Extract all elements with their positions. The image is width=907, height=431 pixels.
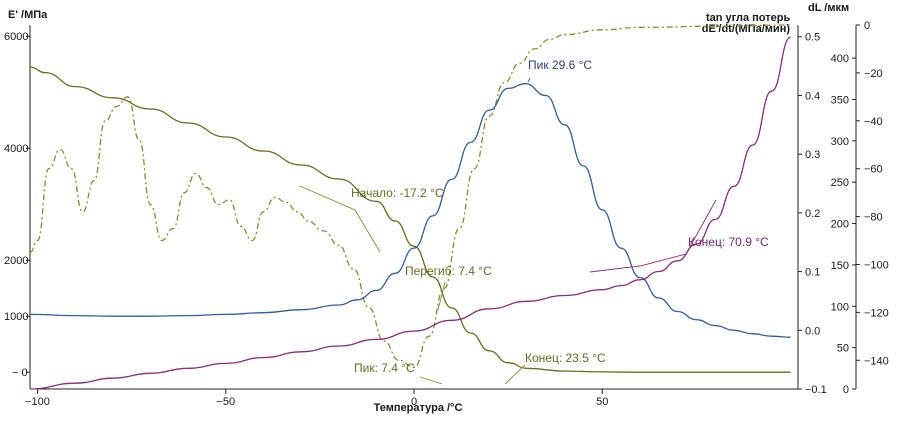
annotation-end-e: Конец: 23.5 °C (525, 351, 606, 365)
dl-tick-label: 0.2 (805, 208, 820, 220)
de-tick-label: −140 (864, 355, 889, 367)
dl-tick-label: 0.1 (805, 267, 820, 279)
annotation-inflection: Перегиб: 7.4 °C (405, 264, 492, 278)
de-tick-label: −20 (864, 68, 883, 80)
annotation-peak-de: Пик: 7.4 °C (354, 361, 415, 375)
x-tick-label: 0 (411, 396, 417, 408)
dl-tick-label: −0.1 (805, 384, 827, 396)
annotation-end-tan: Конец: 70.9 °C (688, 235, 769, 249)
x-tick-label: −100 (25, 396, 50, 408)
tan-axis-title: tan угла потерь (706, 12, 790, 24)
series-E-modulus (29, 66, 791, 373)
tan-tick-label: 300 (831, 136, 849, 148)
tan-tick-label: 200 (831, 219, 849, 231)
de-tick-label: −100 (864, 259, 889, 271)
de-tick-label: −80 (864, 212, 883, 224)
de-tick-label: −120 (864, 307, 889, 319)
x-axis-title: Температура /°C (374, 402, 463, 414)
dl-tick-label: 0.0 (805, 325, 820, 337)
x-tick-label: 50 (596, 396, 608, 408)
series-dL (29, 83, 791, 338)
dl-axis-title: dL /мкм (808, 2, 849, 14)
e-axis-title: E' /МПа (8, 9, 48, 21)
tan-tick-label: 50 (837, 343, 849, 355)
x-tick-label: −50 (216, 396, 235, 408)
annotation-peak-dl: Пик 29.6 °C (528, 58, 593, 72)
de-tick-label: 0 (864, 20, 870, 32)
tan-tick-label: 150 (831, 260, 849, 272)
e-tick-label: 2000 (4, 255, 28, 267)
series-tan-loss (29, 36, 791, 390)
de-tick-label: −40 (864, 116, 883, 128)
tan-tick-label: 350 (831, 94, 849, 106)
tan-tick-label: 400 (831, 53, 849, 65)
de-tick-label: −60 (864, 164, 883, 176)
de-axis-title: dE'/dt/(МПа/мин) (702, 23, 791, 35)
annotation-leaders (299, 77, 717, 385)
dl-tick-label: 0.4 (805, 90, 820, 102)
dl-tick-label: 0.5 (805, 32, 820, 44)
tan-tick-label: 250 (831, 177, 849, 189)
e-tick-label: 1000 (4, 311, 28, 323)
tan-tick-label: 100 (831, 301, 849, 313)
tan-tick-label: 0 (843, 384, 849, 396)
series-dE-dt (29, 24, 791, 369)
e-tick-label: 4000 (4, 143, 28, 155)
e-tick-label: − 0 (12, 367, 28, 379)
e-tick-label: 6000 (4, 31, 28, 43)
annotation-onset: Начало: -17.2 °C (351, 186, 444, 200)
dl-tick-label: 0.3 (805, 149, 820, 161)
